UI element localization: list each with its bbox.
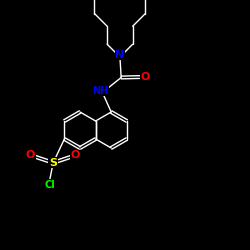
Text: NH: NH xyxy=(92,86,108,96)
Text: S: S xyxy=(49,158,57,168)
Text: O: O xyxy=(141,72,150,82)
Text: O: O xyxy=(26,150,35,160)
Text: O: O xyxy=(71,150,80,160)
Text: Cl: Cl xyxy=(44,180,55,190)
Text: N: N xyxy=(115,50,124,59)
